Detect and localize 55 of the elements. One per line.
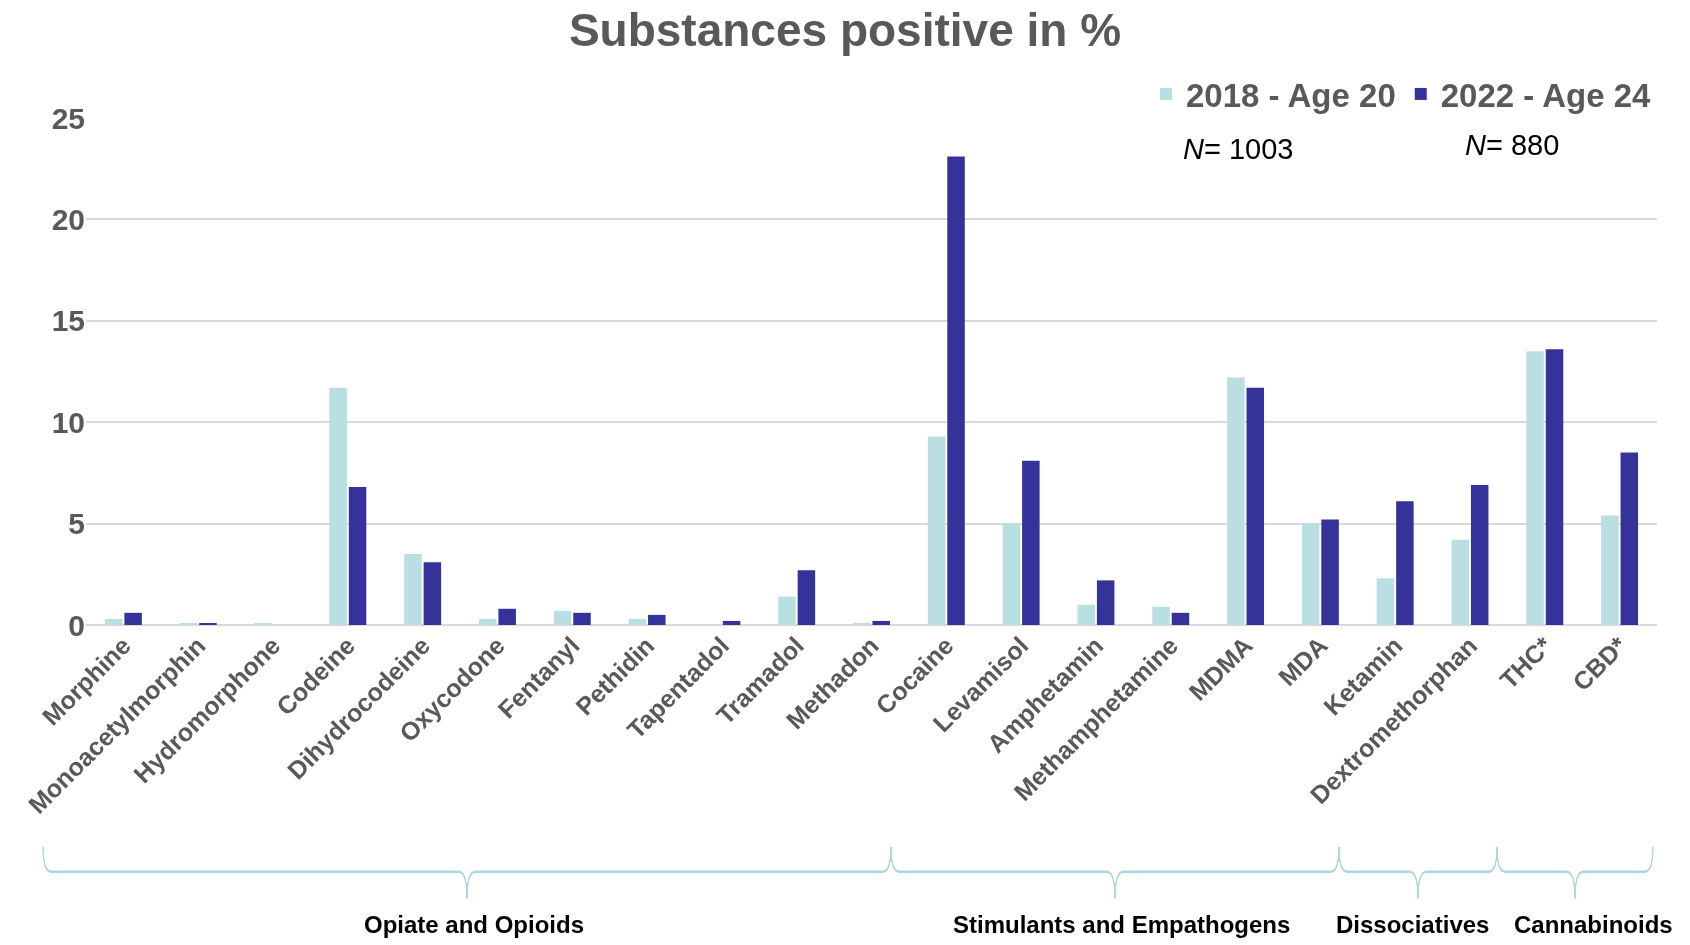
bar (927, 436, 946, 625)
bar (498, 608, 516, 625)
bar (124, 612, 142, 625)
text: Cannabinoids (1514, 911, 1673, 938)
bar (1321, 519, 1339, 625)
annotation: N= 1003 (1183, 133, 1294, 165)
text: Stimulants and Empathogens (953, 911, 1291, 938)
bar (573, 612, 591, 625)
bar (1470, 485, 1489, 625)
bar (797, 570, 816, 625)
text: Dissociatives (1336, 911, 1490, 938)
bar (853, 622, 871, 625)
bar (404, 554, 422, 625)
bar (722, 620, 741, 625)
bar (628, 618, 647, 625)
bar (778, 596, 796, 625)
bar (1620, 452, 1639, 625)
bar (1545, 349, 1564, 625)
bar (1396, 501, 1414, 625)
bar (423, 562, 442, 625)
bar (1002, 523, 1021, 625)
bar (478, 618, 497, 625)
y-tick-label: 0 (68, 608, 85, 642)
bar (947, 156, 965, 625)
y-tick-label: 20 (51, 202, 85, 236)
y-tick-label: 5 (68, 507, 85, 541)
bar (1246, 387, 1265, 625)
bar (1601, 515, 1619, 625)
bar (348, 487, 367, 625)
bar (1077, 604, 1095, 625)
bar (254, 622, 273, 625)
text: Opiate and Opioids (364, 911, 585, 938)
bar (872, 620, 890, 625)
bar (1022, 460, 1040, 625)
legend-label: 2022 - Age 24 (1440, 76, 1652, 114)
bar (179, 622, 198, 625)
bar (1451, 539, 1469, 625)
bar (1096, 580, 1115, 625)
bar (648, 614, 666, 625)
bar (1227, 377, 1245, 625)
y-tick-label: 25 (51, 101, 85, 135)
bar (553, 610, 572, 625)
bar (1301, 523, 1320, 625)
y-tick-label: 10 (51, 405, 85, 439)
chart-title: Substances positive in % (568, 4, 1122, 57)
bar (1376, 578, 1395, 625)
legend-label: 2018 - Age 20 (1186, 76, 1396, 114)
bar (199, 622, 217, 625)
annotation: N= 880 (1465, 129, 1560, 161)
bar (329, 387, 347, 625)
bar (104, 618, 123, 625)
y-tick-label: 15 (51, 304, 85, 338)
bar (1526, 351, 1544, 625)
bar (1171, 612, 1190, 625)
bar (1152, 606, 1170, 625)
